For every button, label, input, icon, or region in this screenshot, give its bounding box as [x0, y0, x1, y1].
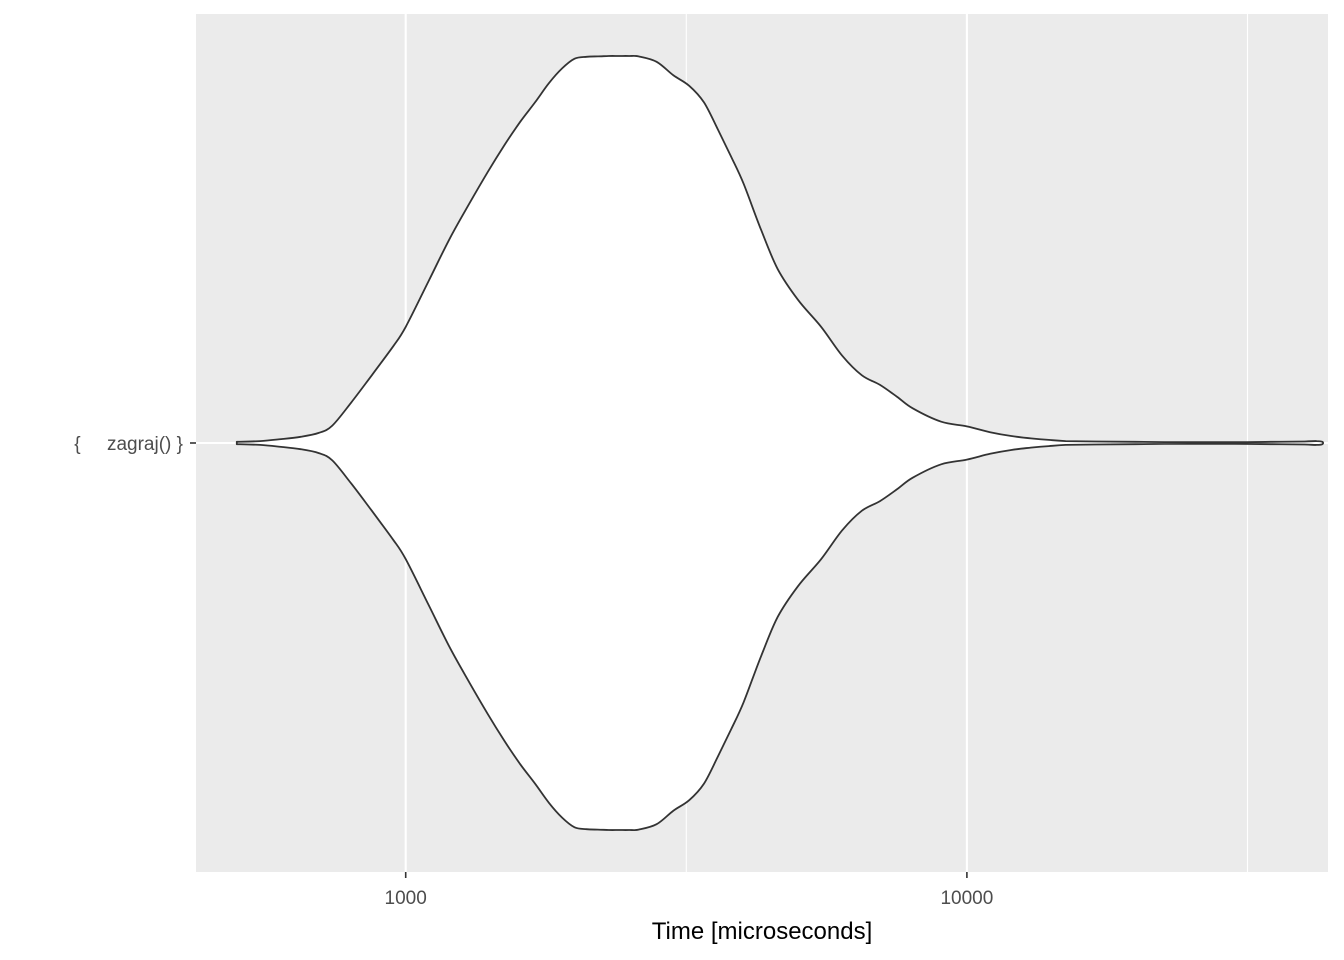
- x-tick-label: 10000: [940, 888, 993, 909]
- axes: { zagraj() } Time [microseconds] 1000 100…: [74, 434, 993, 945]
- x-axis-title: Time [microseconds]: [652, 918, 873, 945]
- y-tick-label-category: { zagraj() }: [74, 434, 183, 455]
- violin-layer: [235, 54, 1325, 832]
- violin-shape: [235, 54, 1325, 832]
- x-tick-label: 1000: [385, 888, 427, 909]
